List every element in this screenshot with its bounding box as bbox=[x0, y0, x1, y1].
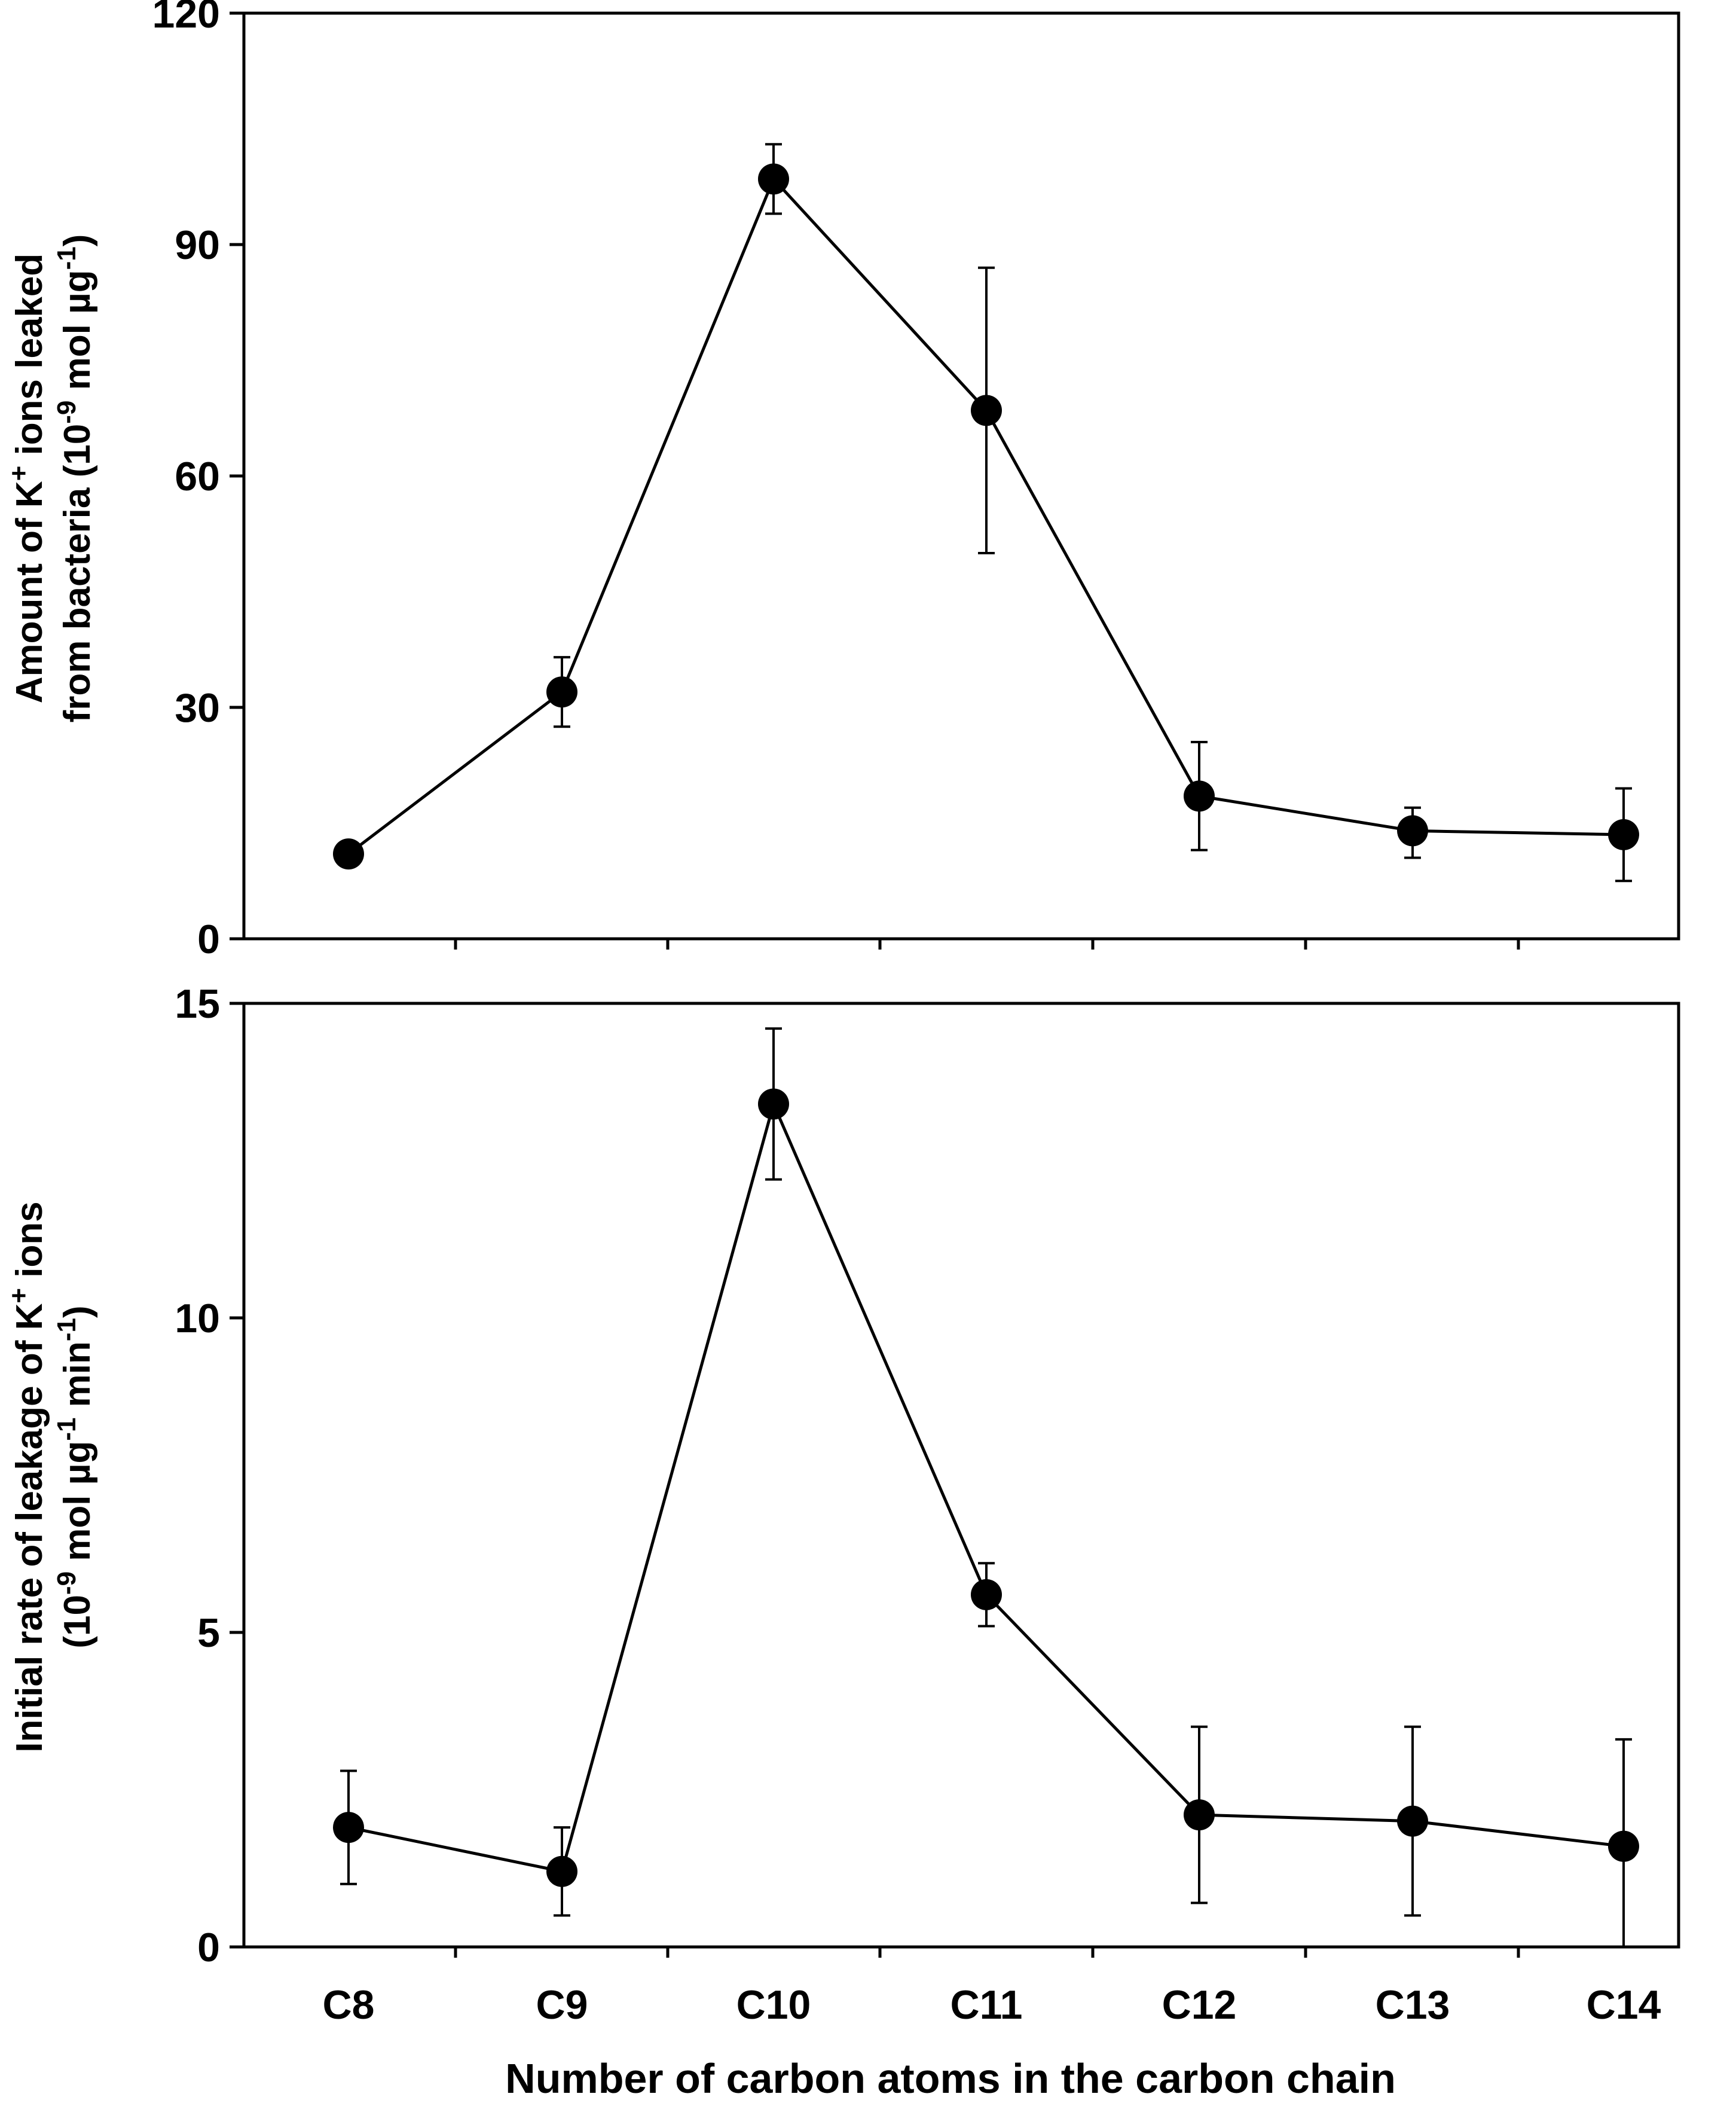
x-tick-label-c11: C11 bbox=[950, 1982, 1023, 2028]
bottom-data-point-c12 bbox=[1184, 1799, 1215, 1831]
bottom-y-axis-title-line2: (10-9 mol µg-1 min-1) bbox=[52, 1305, 98, 1648]
bottom-series bbox=[333, 1027, 1639, 1948]
bottom-x-ticks: C8 C9 C10 C11 C12 C13 C14 bbox=[323, 1947, 1661, 2028]
bottom-y-tick-label: 15 bbox=[175, 981, 220, 1027]
top-y-tick-label: 30 bbox=[175, 685, 220, 731]
x-tick-label-c12: C12 bbox=[1162, 1982, 1237, 2028]
bottom-data-point-c10 bbox=[758, 1088, 789, 1120]
top-data-point-c12 bbox=[1184, 780, 1215, 812]
bottom-series-line bbox=[348, 1099, 1624, 1873]
x-tick-label-c14: C14 bbox=[1587, 1982, 1661, 2028]
top-series bbox=[333, 143, 1639, 883]
x-tick-label-c10: C10 bbox=[736, 1982, 811, 2028]
bottom-y-tick-label: 0 bbox=[197, 1925, 220, 1970]
top-data-point-c13 bbox=[1397, 815, 1428, 847]
top-data-point-c14 bbox=[1608, 819, 1639, 850]
top-y-tick-label: 0 bbox=[197, 917, 220, 962]
x-tick-label-c9: C9 bbox=[536, 1982, 588, 2028]
top-panel: 0 30 60 90 120 Amount of K+ ions leaked from… bbox=[4, 0, 1680, 962]
bottom-data-point-c13 bbox=[1397, 1805, 1428, 1837]
top-data-point-c10 bbox=[758, 163, 789, 195]
top-plot-frame bbox=[242, 11, 1680, 941]
top-y-tick-label: 120 bbox=[152, 0, 220, 36]
top-data-point-c9 bbox=[546, 676, 577, 708]
top-y-axis-title-line1: Amount of K+ ions leaked bbox=[4, 254, 50, 704]
bottom-data-point-c11 bbox=[971, 1579, 1002, 1610]
top-data-point-c8 bbox=[333, 838, 364, 870]
bottom-panel: 0 5 10 15 C8 C9 C10 C11 C12 C13 C14 Initial rate … bbox=[4, 981, 1680, 2028]
bottom-y-tick-label: 10 bbox=[175, 1296, 220, 1341]
bottom-data-point-c14 bbox=[1608, 1830, 1639, 1862]
top-y-ticks: 0 30 60 90 120 bbox=[152, 0, 244, 962]
bottom-data-point-c9 bbox=[546, 1855, 577, 1887]
bottom-y-ticks: 0 5 10 15 bbox=[175, 981, 244, 1970]
bottom-data-point-c8 bbox=[333, 1812, 364, 1843]
x-tick-label-c13: C13 bbox=[1376, 1982, 1450, 2028]
top-y-tick-label: 90 bbox=[175, 222, 220, 268]
top-data-point-c11 bbox=[971, 395, 1002, 426]
top-x-ticks bbox=[454, 939, 1520, 950]
bottom-y-axis-title-line1: Initial rate of leakage of K+ ions bbox=[4, 1201, 50, 1752]
bottom-plot-frame bbox=[242, 1002, 1680, 1949]
top-y-tick-label: 60 bbox=[175, 454, 220, 499]
x-axis-title: Number of carbon atoms in the carbon cha… bbox=[505, 2055, 1396, 2102]
x-tick-label-c8: C8 bbox=[323, 1982, 375, 2028]
bottom-y-tick-label: 5 bbox=[197, 1610, 220, 1656]
top-y-axis-title-line2: from bacteria (10-9 mol µg-1) bbox=[52, 234, 98, 723]
